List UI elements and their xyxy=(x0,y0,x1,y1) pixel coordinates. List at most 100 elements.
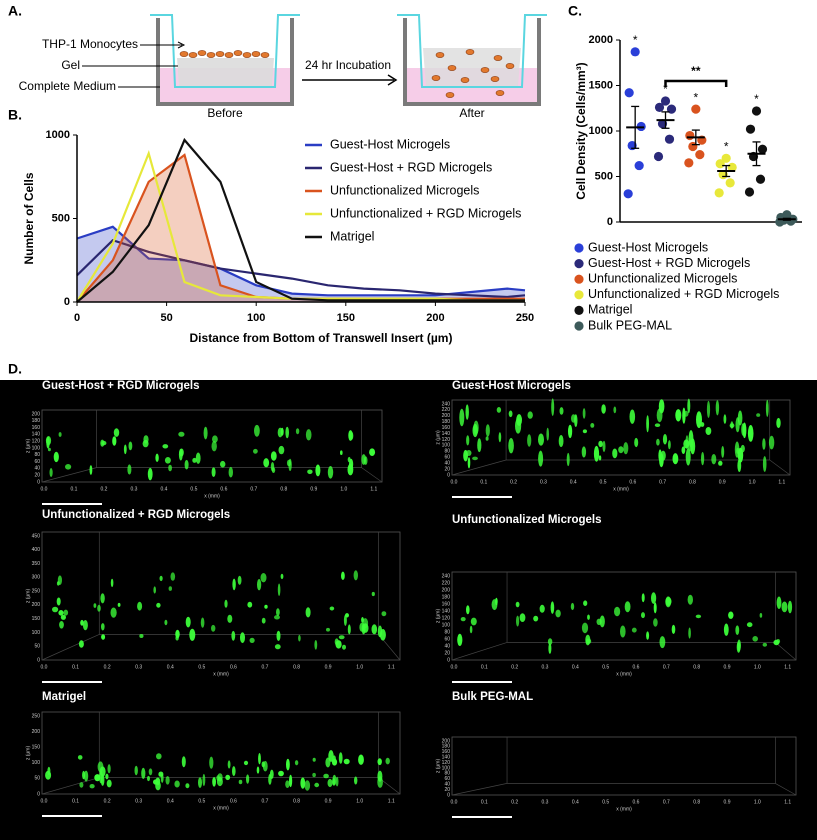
cell-blob xyxy=(570,602,575,611)
cell-blob xyxy=(164,619,168,626)
cell-blob xyxy=(181,756,186,768)
cell-blob xyxy=(342,644,346,650)
x-tick-label: 0.5 xyxy=(602,799,609,805)
data-point xyxy=(755,174,766,184)
cell-blob xyxy=(361,454,367,465)
cell-blob xyxy=(314,640,318,650)
cell-blob xyxy=(729,423,735,428)
cell-blob xyxy=(128,441,133,451)
cell-blob xyxy=(671,624,676,635)
cell-blob xyxy=(737,459,742,472)
z-tick-label: 80 xyxy=(444,629,450,635)
cell-blob xyxy=(338,635,345,640)
cell-blob xyxy=(294,760,299,766)
data-point xyxy=(695,150,705,160)
cell-blob xyxy=(174,780,180,788)
cell-blob xyxy=(80,619,84,626)
cell-blob xyxy=(687,439,694,452)
z-tick-label: 40 xyxy=(444,643,450,649)
cell-blob xyxy=(209,756,214,769)
z-tick-label: 60 xyxy=(34,459,40,465)
cell-blob xyxy=(227,614,233,623)
cell-blob xyxy=(137,601,143,611)
x-tick-label: 0.1 xyxy=(72,664,79,670)
cell-blob xyxy=(776,417,781,429)
cell-blob xyxy=(465,404,469,420)
z-tick-label: 120 xyxy=(442,760,451,766)
x-axis-label: x (mm) xyxy=(204,493,220,499)
z-tick-label: 60 xyxy=(444,455,450,461)
z-tick-label: 180 xyxy=(32,418,41,424)
cell-blob xyxy=(515,601,520,608)
z-tick-label: 0 xyxy=(37,791,40,797)
cell-blob xyxy=(264,604,268,609)
cell-blob xyxy=(485,436,489,441)
x-tick-label: 0.5 xyxy=(198,664,205,670)
cell-blob xyxy=(160,773,164,783)
cell-blob xyxy=(659,636,666,649)
z-axis-label: z (µm) xyxy=(435,759,441,774)
cell-blob xyxy=(112,436,117,446)
cell-blob xyxy=(79,782,84,788)
cell-blob xyxy=(289,774,293,788)
x-tick-label: 50 xyxy=(160,312,172,324)
x-tick-label: 0.0 xyxy=(41,664,48,670)
cell-blob xyxy=(485,424,490,437)
cell-blob xyxy=(653,618,658,627)
volume-box xyxy=(451,736,797,796)
cell-blob xyxy=(737,410,743,426)
x-tick-label: 1.1 xyxy=(370,486,377,492)
x-tick-label: 0.2 xyxy=(511,664,518,670)
x-tick-label: 0.1 xyxy=(480,479,487,485)
x-tick-label: 0.0 xyxy=(41,486,48,492)
x-tick-label: 0.4 xyxy=(167,664,174,670)
z-tick-label: 80 xyxy=(444,449,450,455)
cell-blob xyxy=(457,633,463,647)
x-tick-label: 0.4 xyxy=(167,798,174,804)
x-tick-label: 0.4 xyxy=(570,479,577,485)
cell-blob xyxy=(662,434,668,445)
cell-blob xyxy=(340,450,343,456)
data-point xyxy=(653,151,664,162)
cell-blob xyxy=(305,429,312,441)
x-tick-label: 0 xyxy=(74,312,80,324)
x-axis-label: x (mm) xyxy=(616,806,632,812)
cell-blob xyxy=(101,634,106,640)
cell-blob xyxy=(566,452,570,467)
x-tick-label: 0.9 xyxy=(310,486,317,492)
cell-blob xyxy=(558,435,564,447)
z-tick-label: 400 xyxy=(32,547,41,553)
volume-box xyxy=(451,571,797,661)
cell-blob xyxy=(58,610,64,616)
cell-blob xyxy=(127,464,132,475)
x-tick-label: 1.1 xyxy=(778,479,785,485)
cell-blob xyxy=(624,601,631,613)
data-point xyxy=(725,178,735,188)
x-tick-label: 0.1 xyxy=(71,486,78,492)
cell-blob xyxy=(329,606,335,611)
z-tick-label: 100 xyxy=(442,443,451,449)
cell-blob xyxy=(159,575,163,582)
volume-render xyxy=(41,409,383,483)
cell-blob xyxy=(653,602,657,614)
cell-blob xyxy=(469,625,473,634)
x-tick-label: 1.1 xyxy=(388,664,395,670)
cell-blob xyxy=(304,780,311,791)
y-tick-label: 2000 xyxy=(589,34,613,46)
cell-blob xyxy=(52,606,59,613)
cell-blob xyxy=(349,458,354,470)
cell-blob xyxy=(742,422,747,439)
cell-blob xyxy=(467,457,471,469)
cell-blob xyxy=(359,622,365,632)
cell-blob xyxy=(57,575,63,585)
z-tick-label: 200 xyxy=(442,738,451,744)
x-tick-label: 1.0 xyxy=(340,486,347,492)
x-tick-label: 0.7 xyxy=(659,479,666,485)
data-point xyxy=(715,159,725,169)
cells xyxy=(179,50,270,58)
legend-label: Matrigel xyxy=(330,229,374,243)
cell-blob xyxy=(612,448,618,459)
y-tick-label: 1500 xyxy=(589,79,613,91)
x-tick-label: 200 xyxy=(426,312,444,324)
cell-blob xyxy=(84,770,89,782)
